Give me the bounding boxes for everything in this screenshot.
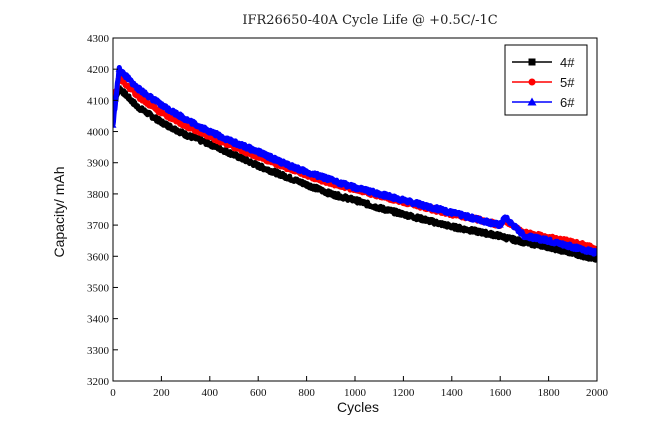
legend-label: 4#	[560, 55, 575, 70]
data-point	[502, 235, 508, 241]
data-point	[254, 148, 262, 155]
data-point	[328, 191, 334, 197]
x-tick-label: 1800	[538, 387, 561, 399]
data-point	[231, 152, 237, 158]
data-point	[352, 197, 358, 203]
data-point	[449, 224, 455, 230]
x-tick-label: 1600	[489, 387, 512, 399]
x-tick-label: 0	[110, 387, 116, 399]
chart-title: IFR26650-40A Cycle Life @ +0.5C/-1C	[242, 13, 497, 28]
data-point	[545, 237, 553, 244]
legend: 4# 5# 6#	[504, 44, 588, 116]
y-tick-label: 3900	[87, 158, 110, 170]
data-point	[157, 101, 165, 108]
data-point	[134, 93, 140, 99]
y-tick-label: 3500	[87, 282, 110, 294]
x-tick-label: 800	[298, 387, 315, 399]
y-tick-label: 4000	[87, 127, 110, 139]
legend-marker	[528, 78, 536, 86]
data-point	[207, 141, 213, 147]
data-point	[570, 250, 576, 256]
y-tick-label: 4200	[87, 64, 110, 76]
y-axis-label: Capacity/ mAh	[51, 166, 67, 257]
data-point	[448, 209, 456, 216]
legend-marker	[527, 97, 537, 106]
data-point	[521, 239, 527, 245]
y-tick-label: 3600	[87, 251, 110, 263]
legend-label: 5#	[560, 75, 575, 90]
data-point	[278, 159, 286, 166]
data-point	[593, 249, 597, 256]
x-tick-label: 200	[153, 387, 170, 399]
y-tick-label: 3400	[87, 314, 110, 326]
data-point	[255, 163, 261, 169]
data-point	[206, 128, 214, 135]
data-point	[376, 205, 382, 211]
y-tick-label: 3200	[87, 376, 110, 388]
data-point	[327, 176, 335, 183]
legend-marker	[528, 58, 536, 66]
series-2	[113, 64, 597, 257]
data-point	[279, 172, 285, 178]
data-point	[113, 121, 117, 128]
data-point	[425, 217, 431, 223]
data-point	[569, 243, 577, 250]
data-point	[303, 168, 311, 175]
x-tick-label: 1200	[392, 387, 415, 399]
data-point	[497, 233, 503, 239]
data-point	[183, 132, 189, 138]
data-point	[400, 211, 406, 217]
x-tick-label: 400	[202, 387, 219, 399]
y-tick-label: 3300	[87, 345, 110, 357]
x-tick-label: 1400	[441, 387, 464, 399]
data-point	[134, 104, 140, 110]
legend-label: 6#	[560, 95, 575, 110]
data-point	[158, 110, 164, 116]
data-point	[594, 256, 597, 262]
data-point	[546, 244, 552, 250]
legend-box	[504, 44, 588, 116]
data-point	[115, 65, 123, 72]
x-axis-label: Cycles	[337, 399, 379, 415]
y-tick-label: 4100	[87, 95, 110, 107]
data-point	[501, 213, 509, 220]
data-point	[473, 228, 479, 234]
x-tick-label: 600	[250, 387, 267, 399]
data-point	[351, 184, 359, 191]
data-point	[424, 202, 432, 209]
series-layer	[113, 64, 597, 263]
data-point	[158, 119, 164, 125]
data-point	[304, 182, 310, 188]
data-point	[399, 196, 407, 203]
series-0	[113, 85, 597, 263]
y-axis: 3200 3300 3400 3500 3600 3700 3800 3900 4000 4100…	[87, 33, 118, 388]
x-axis: 0 200 400 600 800 1000 1200 1400 1600 1800 2000	[110, 376, 609, 399]
data-point	[520, 232, 528, 239]
x-tick-label: 2000	[586, 387, 609, 399]
data-point	[375, 190, 383, 197]
data-point	[472, 215, 480, 222]
data-point	[182, 115, 190, 122]
data-point	[230, 138, 238, 145]
data-point	[183, 122, 189, 128]
y-tick-label: 4300	[87, 33, 110, 45]
x-tick-label: 1000	[344, 387, 367, 399]
data-point	[496, 221, 504, 228]
data-point	[133, 84, 141, 91]
y-tick-label: 3800	[87, 189, 110, 201]
y-tick-label: 3700	[87, 220, 110, 232]
